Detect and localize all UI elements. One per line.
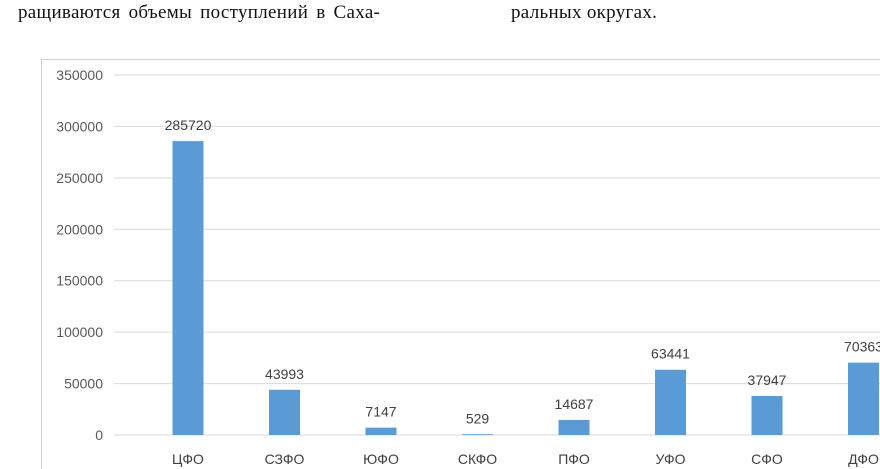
y-tick-label: 350000: [56, 67, 103, 83]
y-tick-label: 300000: [56, 118, 103, 134]
x-tick-label: ЦФО: [172, 451, 204, 467]
data-label: 529: [466, 410, 490, 426]
body-text-right: ральных округах.: [511, 2, 658, 23]
bar: [172, 141, 204, 435]
x-tick-label: ДФО: [848, 451, 879, 467]
bar: [655, 369, 686, 435]
x-tick-label: УФО: [656, 451, 686, 467]
bar: [848, 362, 879, 435]
data-label: 37947: [748, 372, 787, 388]
bar: [462, 434, 493, 435]
bar: [751, 395, 783, 435]
x-tick-label: СЗФО: [265, 451, 305, 467]
x-tick-label: СКФО: [458, 451, 497, 467]
bar: [558, 419, 590, 435]
y-tick-label: 50000: [64, 376, 103, 392]
chart-frame: [41, 59, 880, 469]
data-label: 43993: [265, 366, 304, 382]
bar: [365, 427, 397, 435]
data-label: 285720: [165, 117, 212, 133]
y-tick-label: 200000: [56, 221, 103, 237]
data-label: 63441: [651, 346, 690, 362]
y-tick-label: 150000: [56, 273, 103, 289]
x-tick-label: ЮФО: [363, 451, 399, 467]
y-tick-label: 0: [95, 427, 103, 443]
body-text-left: ращиваются объемы поступлений в Саха-: [18, 2, 381, 23]
data-label: 14687: [555, 396, 594, 412]
data-label: 7147: [365, 404, 396, 420]
bar: [269, 389, 300, 435]
y-tick-label: 100000: [56, 324, 103, 340]
x-tick-label: СФО: [751, 451, 783, 467]
y-tick-label: 250000: [56, 170, 103, 186]
x-tick-label: ПФО: [558, 451, 590, 467]
data-label: 70363: [844, 339, 880, 355]
